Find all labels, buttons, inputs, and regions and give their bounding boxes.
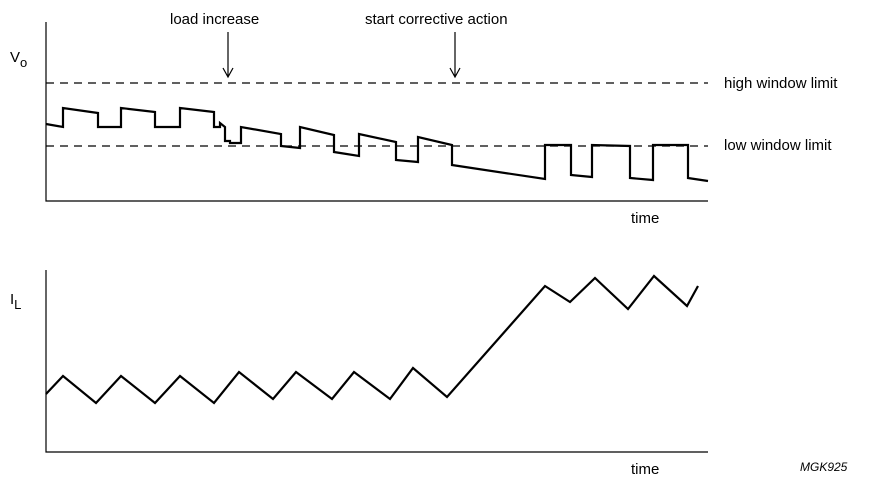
vo-label-main: V [10, 49, 20, 66]
start-corrective-action-arrow [449, 32, 461, 79]
il-panel: IL time [10, 270, 708, 477]
il-axis-label: IL [10, 291, 21, 312]
start-corrective-action-label: start corrective action [365, 11, 508, 28]
il-label-sub: L [14, 297, 21, 312]
vo-axes [45, 22, 708, 202]
il-axes [45, 270, 708, 453]
vo-time-label: time [631, 210, 659, 227]
vo-label-sub: o [20, 55, 27, 70]
figure-reference: MGK925 [800, 460, 848, 474]
load-increase-arrow [222, 32, 234, 79]
il-time-label: time [631, 461, 659, 477]
vo-panel: Vo high window limit low window limit lo… [10, 11, 838, 227]
il-label-main: I [10, 291, 14, 308]
load-increase-label: load increase [170, 11, 259, 28]
vo-axis-label: Vo [10, 49, 27, 70]
vo-waveform [45, 106, 709, 183]
il-waveform [45, 274, 699, 405]
high-window-limit-label: high window limit [724, 75, 838, 92]
low-window-limit-label: low window limit [724, 137, 832, 154]
